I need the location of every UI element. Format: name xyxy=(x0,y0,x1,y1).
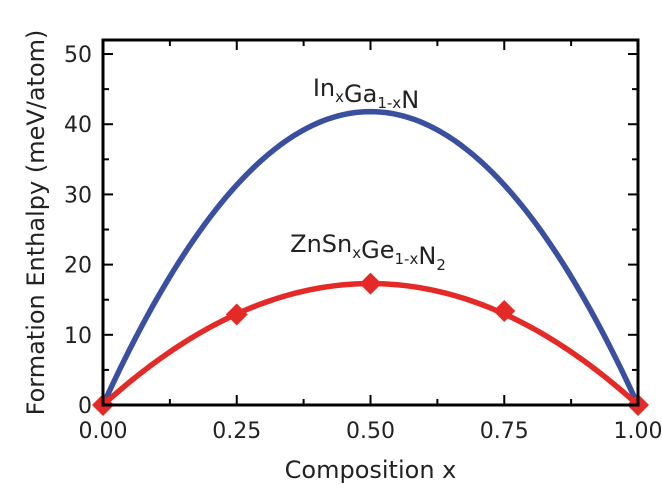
data-point-marker xyxy=(359,272,382,295)
plot-frame xyxy=(101,38,640,407)
x-tick-label: 0.25 xyxy=(212,419,261,444)
x-tick-label: 0.00 xyxy=(79,419,128,444)
y-tick-label: 40 xyxy=(64,113,92,138)
y-tick-label: 0 xyxy=(78,394,92,419)
data-point-marker xyxy=(493,299,516,322)
series-label-znsngen2: ZnSnxGe1-xN2 xyxy=(290,230,446,274)
x-tick-label: 0.50 xyxy=(346,419,395,444)
x-tick-label: 1.00 xyxy=(614,419,662,444)
y-tick-label: 50 xyxy=(64,43,92,68)
x-tick-label: 0.75 xyxy=(480,419,529,444)
tick-labels: 0.00 0.25 0.50 0.75 1.00 0 10 20 30 40 50 xyxy=(64,43,662,444)
y-axis-title: Formation Enthalpy (meV/atom) xyxy=(22,30,50,416)
series-layer xyxy=(92,108,649,416)
series-line-1 xyxy=(101,280,640,408)
x-axis-title: Composition x xyxy=(285,456,457,484)
y-tick-label: 10 xyxy=(64,324,92,349)
series-line-0 xyxy=(100,108,641,407)
series-label-ingan: InxGa1-xN xyxy=(313,74,419,114)
data-point-marker xyxy=(225,303,248,326)
y-tick-label: 30 xyxy=(64,183,92,208)
y-tick-label: 20 xyxy=(64,254,92,279)
